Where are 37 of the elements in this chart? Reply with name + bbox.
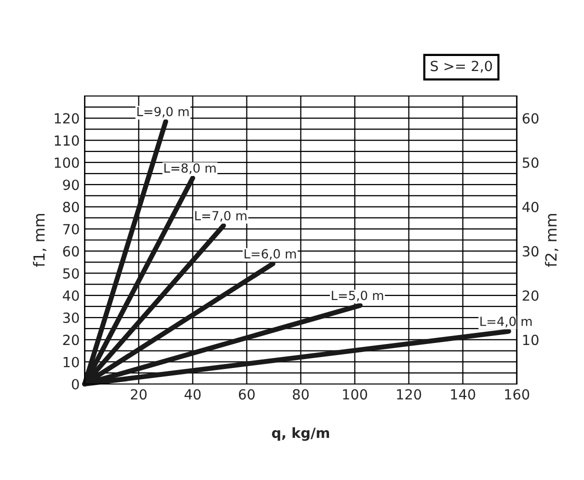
y-tick-label: 50 — [63, 268, 79, 279]
x-tick-label: 120 — [397, 389, 422, 400]
y2-tick-label: 40 — [522, 202, 538, 212]
y-tick-label: 40 — [62, 290, 79, 301]
x-axis-title: q, kg/m — [272, 427, 330, 441]
y-axis-title: f1, mm — [32, 214, 46, 267]
annotation: L=9,0 m — [137, 106, 189, 118]
annotation: L=4,0 m — [480, 316, 532, 328]
x-tick-label: 140 — [451, 389, 476, 400]
y2-tick-label: 60 — [522, 113, 538, 124]
x-tick-label: 80 — [292, 389, 309, 400]
annotation: L=6,0 m — [244, 249, 296, 260]
y-tick-label: 90 — [63, 180, 79, 190]
y-tick-label: 30 — [63, 312, 79, 324]
y-tick-label: 80 — [63, 202, 79, 212]
y-tick-label: 20 — [63, 334, 79, 346]
x-tick-label: 160 — [505, 389, 530, 400]
y-tick-label: 60 — [63, 246, 79, 257]
y-tick-label: 100 — [54, 157, 79, 168]
x-tick-label: 60 — [238, 389, 255, 400]
y2-axis-title: f2, mm — [544, 214, 558, 267]
y2-tick-label: 10 — [523, 334, 538, 346]
y-tick-label: 110 — [54, 135, 79, 146]
y2-tick-label: 30 — [522, 246, 538, 257]
annotation: L=7,0 m — [195, 210, 246, 222]
x-tick-label: 100 — [343, 389, 368, 400]
annotation: L=5,0 m — [332, 290, 384, 302]
x-tick-label: 20 — [130, 389, 147, 400]
x-tick-label: 40 — [184, 389, 201, 400]
y-tick-label: 0 — [72, 378, 79, 390]
y-tick-label: 10 — [64, 356, 79, 368]
y2-tick-label: 20 — [522, 290, 538, 301]
y2-tick-label: 50 — [522, 157, 538, 168]
y-tick-label: 120 — [54, 113, 79, 124]
y-tick-label: 70 — [63, 224, 79, 234]
text: S >= 2,0 — [430, 60, 492, 73]
annotation: L=8,0 m — [164, 163, 216, 174]
